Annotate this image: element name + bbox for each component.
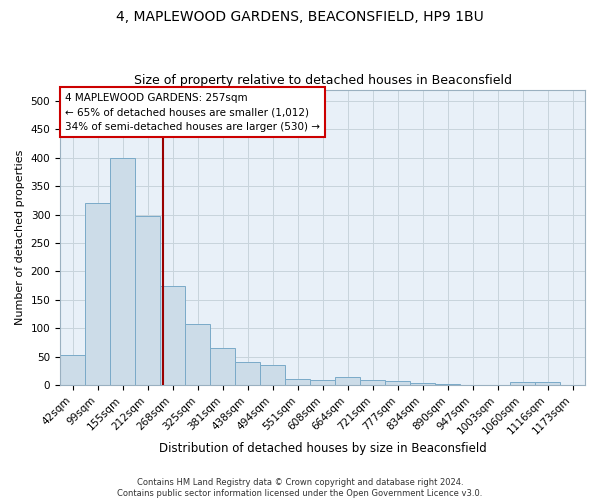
- Text: 4 MAPLEWOOD GARDENS: 257sqm
← 65% of detached houses are smaller (1,012)
34% of : 4 MAPLEWOOD GARDENS: 257sqm ← 65% of det…: [65, 92, 320, 132]
- Bar: [510, 382, 535, 385]
- Bar: [85, 204, 110, 385]
- Bar: [210, 348, 235, 385]
- Bar: [260, 364, 285, 385]
- Bar: [185, 324, 210, 385]
- Text: Contains HM Land Registry data © Crown copyright and database right 2024.
Contai: Contains HM Land Registry data © Crown c…: [118, 478, 482, 498]
- Bar: [485, 384, 510, 385]
- Bar: [535, 382, 560, 385]
- X-axis label: Distribution of detached houses by size in Beaconsfield: Distribution of detached houses by size …: [158, 442, 487, 455]
- Y-axis label: Number of detached properties: Number of detached properties: [15, 150, 25, 325]
- Title: Size of property relative to detached houses in Beaconsfield: Size of property relative to detached ho…: [134, 74, 512, 87]
- Bar: [385, 381, 410, 385]
- Bar: [135, 216, 160, 385]
- Bar: [60, 355, 85, 385]
- Bar: [310, 380, 335, 385]
- Bar: [110, 158, 135, 385]
- Bar: [410, 383, 435, 385]
- Bar: [335, 376, 360, 385]
- Bar: [460, 384, 485, 385]
- Bar: [560, 384, 585, 385]
- Bar: [285, 380, 310, 385]
- Bar: [360, 380, 385, 385]
- Bar: [160, 286, 185, 385]
- Text: 4, MAPLEWOOD GARDENS, BEACONSFIELD, HP9 1BU: 4, MAPLEWOOD GARDENS, BEACONSFIELD, HP9 …: [116, 10, 484, 24]
- Bar: [235, 362, 260, 385]
- Bar: [435, 384, 460, 385]
